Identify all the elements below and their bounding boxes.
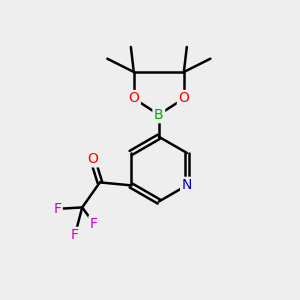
Text: F: F xyxy=(71,228,79,242)
Text: N: N xyxy=(182,178,192,192)
Text: O: O xyxy=(178,92,189,106)
Text: O: O xyxy=(128,92,139,106)
Text: O: O xyxy=(87,152,98,166)
Text: B: B xyxy=(154,108,164,122)
Text: F: F xyxy=(53,202,61,216)
Text: F: F xyxy=(90,217,98,231)
